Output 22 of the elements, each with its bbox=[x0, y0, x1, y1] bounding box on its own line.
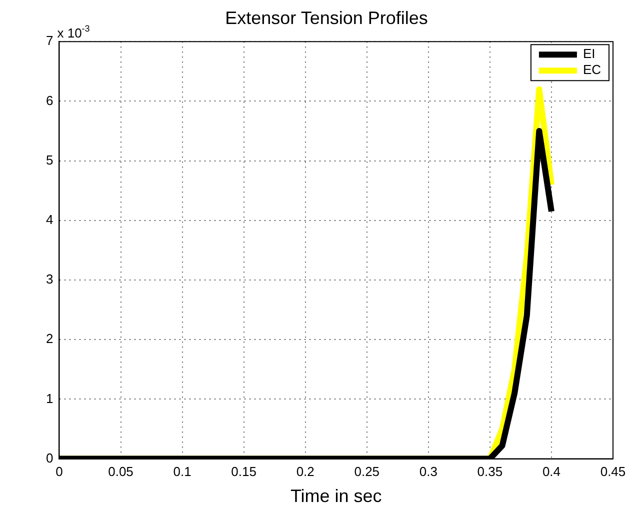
y-tick-label: 7 bbox=[46, 33, 54, 48]
x-tick-label: 0.35 bbox=[477, 464, 503, 480]
x-tick-label: 0.15 bbox=[231, 464, 256, 480]
x-axis-title: Time in sec bbox=[290, 486, 382, 506]
x-tick-label: 0.1 bbox=[173, 464, 192, 480]
x-tick-label: 0.4 bbox=[542, 464, 561, 480]
x-tick-label: 0.45 bbox=[600, 464, 626, 480]
legend-label: EI bbox=[582, 46, 596, 62]
y-tick-label: 0 bbox=[46, 450, 54, 466]
y-tick-label: 1 bbox=[46, 390, 54, 406]
y-tick-label: 5 bbox=[46, 152, 54, 168]
x-tick-label: 0 bbox=[56, 464, 63, 480]
y-tick-label: 3 bbox=[46, 272, 54, 287]
x-tick-label: 0.2 bbox=[296, 464, 314, 480]
x-tick-label: 0.25 bbox=[354, 464, 380, 480]
y-tick-label: 2 bbox=[46, 331, 54, 346]
y-tick-label: 4 bbox=[46, 212, 54, 227]
x-tick-label: 0.05 bbox=[108, 464, 134, 480]
legend-label: EC bbox=[582, 62, 602, 78]
y-tick-label: 6 bbox=[46, 92, 54, 108]
chart-title: Extensor Tension Profiles bbox=[225, 8, 428, 28]
x-tick-label: 0.3 bbox=[419, 464, 438, 480]
